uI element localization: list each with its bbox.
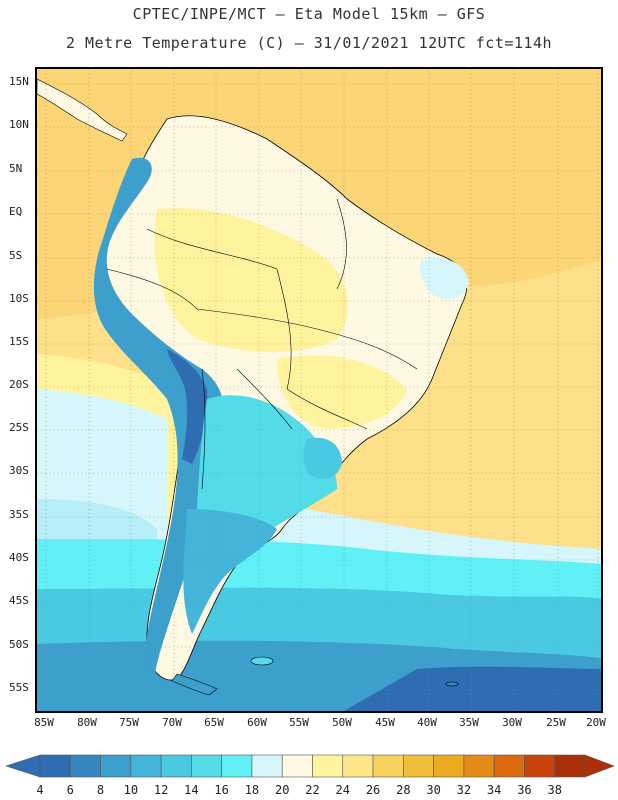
latitude-label: 20S	[9, 378, 29, 391]
colorbar-swatch	[39, 754, 71, 778]
colorbar-tick-label: 18	[244, 783, 260, 797]
colorbar-tick-label: 26	[365, 783, 381, 797]
map-gridlines	[37, 69, 601, 711]
colorbar-swatch	[281, 754, 313, 778]
longitude-label: 60W	[247, 716, 267, 729]
chart-title-line-1: CPTEC/INPE/MCT – Eta Model 15km – GFS	[132, 5, 486, 23]
colorbar-tick-label: 34	[486, 783, 502, 797]
colorbar-min-arrow	[5, 754, 41, 778]
longitude-label: 85W	[34, 716, 54, 729]
longitude-label: 25W	[546, 716, 566, 729]
latitude-label: 15N	[9, 75, 29, 88]
longitude-label: 70W	[162, 716, 182, 729]
colorbar-swatch	[100, 754, 132, 778]
longitude-label: 80W	[77, 716, 97, 729]
longitude-label: 45W	[375, 716, 395, 729]
latitude-label: 55S	[9, 681, 29, 694]
colorbar-swatch	[251, 754, 283, 778]
ne-brazil-cool-area	[420, 257, 469, 300]
falkland-islands	[250, 656, 274, 666]
amazon-warm-area	[154, 208, 348, 353]
central-america	[37, 78, 128, 142]
colorbar-tick-label: 20	[274, 783, 290, 797]
temperature-colorbar	[5, 754, 615, 778]
uruguay-cool-area	[303, 437, 342, 480]
colorbar-tick-label: 4	[36, 783, 44, 797]
longitude-label: 20W	[586, 716, 606, 729]
colorbar-tick-label: 8	[96, 783, 105, 797]
latitude-label: 45S	[9, 594, 29, 607]
colorbar-tick-label: 30	[426, 783, 441, 797]
latitude-label: 10S	[9, 292, 29, 305]
colorbar-swatch	[69, 754, 101, 778]
map-panel	[35, 67, 603, 713]
colorbar-swatch	[312, 754, 344, 778]
latitude-label: 35S	[9, 508, 29, 521]
colorbar-tick-label: 10	[123, 783, 139, 797]
latitude-label: EQ	[9, 205, 23, 218]
colorbar-swatch	[160, 754, 192, 778]
colorbar-swatch	[463, 754, 495, 778]
latitude-label: 5S	[9, 249, 23, 262]
longitude-label: 50W	[332, 716, 352, 729]
colorbar-tick-label: 14	[184, 783, 199, 797]
latitude-label: 5N	[9, 162, 23, 175]
longitude-label: 55W	[289, 716, 309, 729]
altiplano-cold-core	[167, 349, 208, 464]
latitude-label: 25S	[9, 421, 29, 434]
colorbar-tick-label: 22	[305, 783, 320, 797]
colorbar-tick-label: 32	[456, 783, 472, 797]
colorbar-swatch	[524, 754, 556, 778]
colorbar-swatch	[433, 754, 465, 778]
chart-title-line-2: 2 Metre Temperature (C) – 31/01/2021 12U…	[65, 34, 553, 52]
colorbar-swatch	[342, 754, 374, 778]
latitude-label: 15S	[9, 335, 29, 348]
colorbar-tick-label: 28	[396, 783, 411, 797]
longitude-label: 65W	[204, 716, 224, 729]
central-warm-area	[277, 355, 407, 429]
temperature-map	[37, 69, 601, 711]
colorbar-tick-label: 6	[66, 783, 74, 797]
south-georgia-island	[445, 681, 459, 687]
latitude-label: 10N	[9, 118, 29, 131]
patagonia-cool-area	[183, 509, 277, 634]
latitude-label: 30S	[9, 464, 29, 477]
colorbar-max-arrow	[584, 754, 615, 778]
longitude-label: 75W	[119, 716, 139, 729]
colorbar-tick-label: 24	[335, 783, 350, 797]
longitude-label: 40W	[417, 716, 437, 729]
colorbar-tick-label: 12	[153, 783, 169, 797]
colorbar-tick-label: 36	[517, 783, 532, 797]
colorbar-tick-label: 16	[214, 783, 229, 797]
colorbar-tick-label: 38	[547, 783, 562, 797]
ocean-polar-band	[343, 666, 601, 711]
colorbar-swatch	[191, 754, 222, 778]
colorbar-swatch	[403, 754, 434, 778]
colorbar-swatch	[130, 754, 162, 778]
colorbar-swatch	[372, 754, 404, 778]
colorbar-swatch	[221, 754, 253, 778]
colorbar-swatch	[493, 754, 525, 778]
longitude-label: 30W	[502, 716, 522, 729]
longitude-label: 35W	[459, 716, 479, 729]
latitude-label: 50S	[9, 638, 29, 651]
colorbar-swatch	[554, 754, 586, 778]
latitude-label: 40S	[9, 551, 29, 564]
national-borders	[106, 198, 418, 490]
